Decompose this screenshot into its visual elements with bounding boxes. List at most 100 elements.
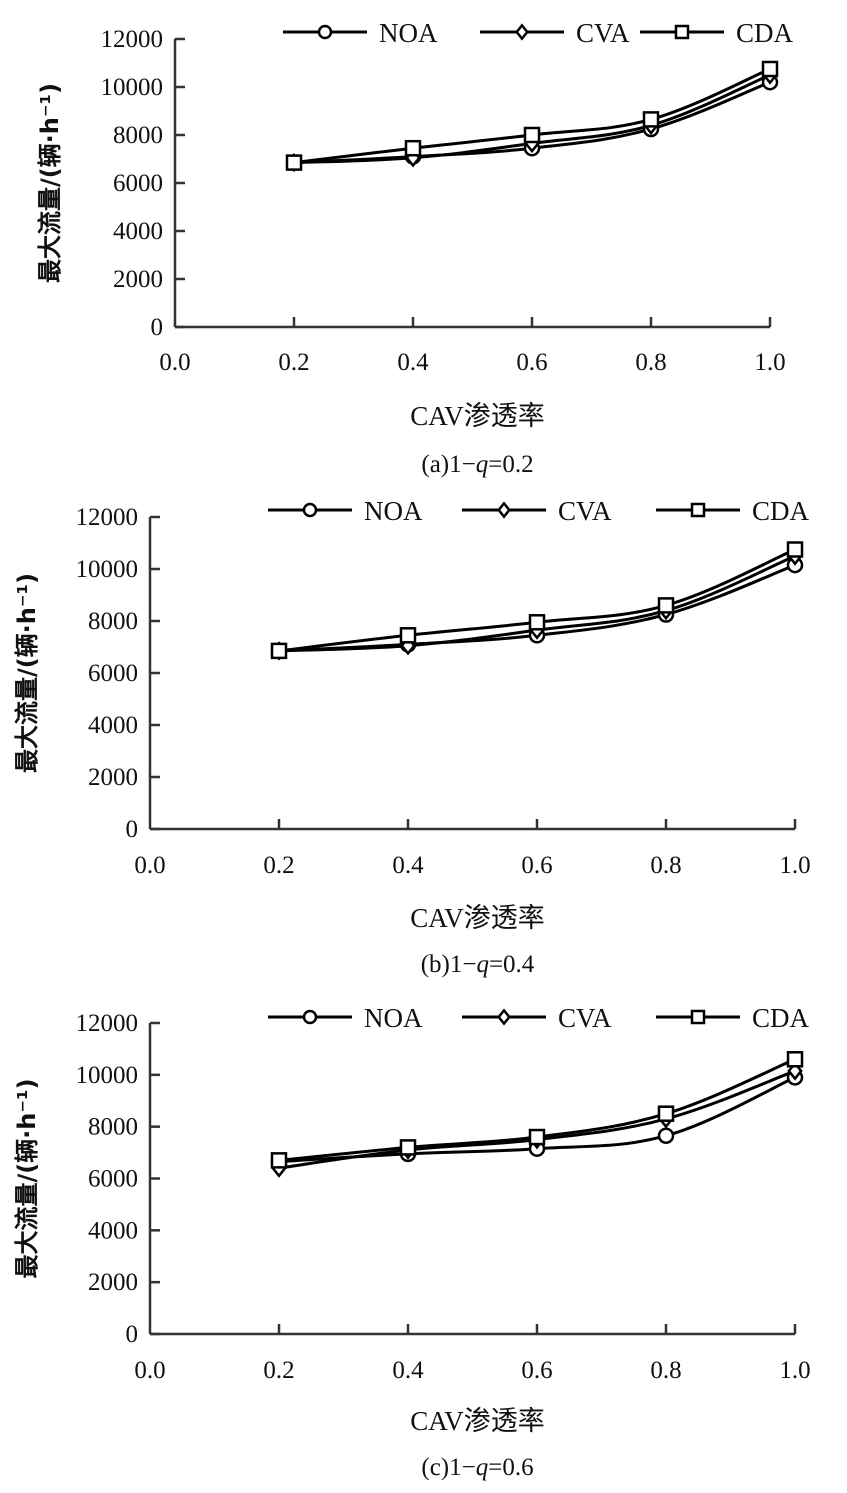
legend-item-cva: CVA [462,496,612,526]
chart-panel-a: 0 2000 4000 6000 8000 10000 12000 0.0 0.2 0.4 0.6 0… [0,0,847,495]
legend-square-icon [674,24,690,40]
data-point-cda [270,1152,288,1169]
legend-item-cda: CDA [640,18,794,48]
data-point-cda [657,597,675,614]
legend-square-icon [690,502,706,518]
legend-label: NOA [379,18,438,48]
panel-caption: (c)1−q=0.6 [421,1454,533,1481]
x-tick-label: 0.4 [392,1357,424,1384]
legend-circle-icon [302,1009,318,1025]
legend-label: NOA [364,496,423,526]
legend-item-cda: CDA [656,1003,810,1033]
markers-cda [270,1051,804,1169]
x-tick-label: 0.2 [263,852,294,879]
x-tick-label: 0.8 [650,1357,681,1384]
y-tick-label: 10000 [76,556,139,583]
y-tick-label: 8000 [88,1114,138,1141]
x-axis-label: CAV渗透率 [410,1406,545,1436]
x-axis-label: CAV渗透率 [410,401,545,431]
y-axis-label: 最大流量/(辆·h⁻¹) [13,1078,41,1278]
y-tick-label: 0 [126,1321,139,1348]
x-tick-label: 0.4 [397,349,429,376]
y-axis-label: 最大流量/(辆·h⁻¹) [36,83,64,283]
data-point-cda [270,642,288,660]
chart-c-axes: 0 2000 4000 6000 8000 10000 12000 0.0 0.2 0.4 0.6 0… [76,1010,811,1384]
legend-circle-icon [317,24,333,40]
y-tick-label: 10000 [101,74,164,101]
data-point-cda [642,111,660,128]
y-tick-label: 2000 [88,764,138,791]
y-axis-label: 最大流量/(辆·h⁻¹) [13,573,41,773]
panel-caption: (b)1−q=0.4 [421,951,535,978]
caption-variable: q [476,951,489,978]
legend-item-cva: CVA [480,18,630,48]
chart-a-svg: 0 2000 4000 6000 8000 10000 12000 0.0 0.2 0.4 0.6 0… [36,18,794,478]
x-tick-label: 0.0 [159,349,190,376]
chart-b-svg: 0 2000 4000 6000 8000 10000 12000 0.0 0.2 0.4 0.6 0… [13,496,811,978]
data-point-cda [404,139,422,157]
x-tick-label: 0.0 [134,1357,165,1384]
y-tick-label: 4000 [113,218,163,245]
chart-a-axes: 0 2000 4000 6000 8000 10000 12000 0.0 0.2 0.4 0.6 0… [101,26,786,376]
markers-cda [285,60,779,171]
markers-cva [271,1061,803,1178]
y-tick-label: 6000 [88,660,138,687]
legend: NOA CVA CDA [268,496,810,526]
legend-label: CDA [752,496,810,526]
x-tick-label: 0.8 [650,852,681,879]
legend-label: CDA [736,18,794,48]
data-point-cda [786,1051,804,1068]
legend-label: CVA [558,496,612,526]
legend: NOA CVA CDA [268,1003,810,1033]
x-tick-label: 0.6 [521,852,552,879]
y-tick-label: 6000 [88,1166,138,1193]
y-tick-label: 2000 [113,266,163,293]
y-tick-label: 6000 [113,170,163,197]
data-point-cda [523,126,541,144]
y-tick-label: 2000 [88,1269,138,1296]
legend-item-cva: CVA [462,1003,612,1033]
x-tick-label: 0.2 [263,1357,294,1384]
legend-item-noa: NOA [268,496,423,526]
y-tick-label: 8000 [113,122,163,149]
legend-diamond-icon [515,23,529,41]
data-point-cda [399,1139,417,1156]
legend: NOA CVA CDA [283,18,794,48]
x-tick-label: 0.6 [516,349,547,376]
caption-variable: q [476,451,489,478]
data-point-noa [657,1127,675,1144]
legend-diamond-icon [497,1008,511,1026]
legend-label: CVA [558,1003,612,1033]
markers-cda [270,541,804,660]
caption-suffix: =0.4 [489,951,535,978]
legend-label: CVA [576,18,630,48]
legend-label: NOA [364,1003,423,1033]
caption-prefix: (c)1− [421,1454,475,1481]
caption-prefix: (b)1− [421,951,477,978]
chart-panel-c: 0 2000 4000 6000 8000 10000 12000 0.0 0.2 0.4 0.6 0… [0,995,847,1493]
data-point-cda [657,1105,675,1122]
caption-suffix: =0.2 [488,451,533,478]
y-tick-label: 12000 [76,1010,139,1037]
y-tick-label: 4000 [88,712,138,739]
legend-item-cda: CDA [656,496,810,526]
data-point-cda [528,1128,546,1146]
chart-panel-b: 0 2000 4000 6000 8000 10000 12000 0.0 0.2 0.4 0.6 0… [0,495,847,995]
data-point-cda [285,154,303,171]
y-tick-label: 8000 [88,608,138,635]
y-tick-label: 0 [126,816,139,843]
x-tick-label: 1.0 [779,852,810,879]
caption-prefix: (a)1− [421,451,475,478]
y-tick-label: 4000 [88,1217,138,1244]
legend-label: CDA [752,1003,810,1033]
x-axis-label: CAV渗透率 [410,903,545,933]
legend-item-noa: NOA [283,18,438,48]
x-tick-label: 1.0 [779,1357,810,1384]
y-tick-label: 12000 [101,26,164,53]
y-tick-label: 0 [151,314,164,341]
x-tick-label: 0.0 [134,852,165,879]
legend-square-icon [690,1009,706,1025]
caption-suffix: =0.6 [488,1454,533,1481]
x-tick-label: 0.2 [278,349,309,376]
y-tick-label: 12000 [76,504,139,531]
